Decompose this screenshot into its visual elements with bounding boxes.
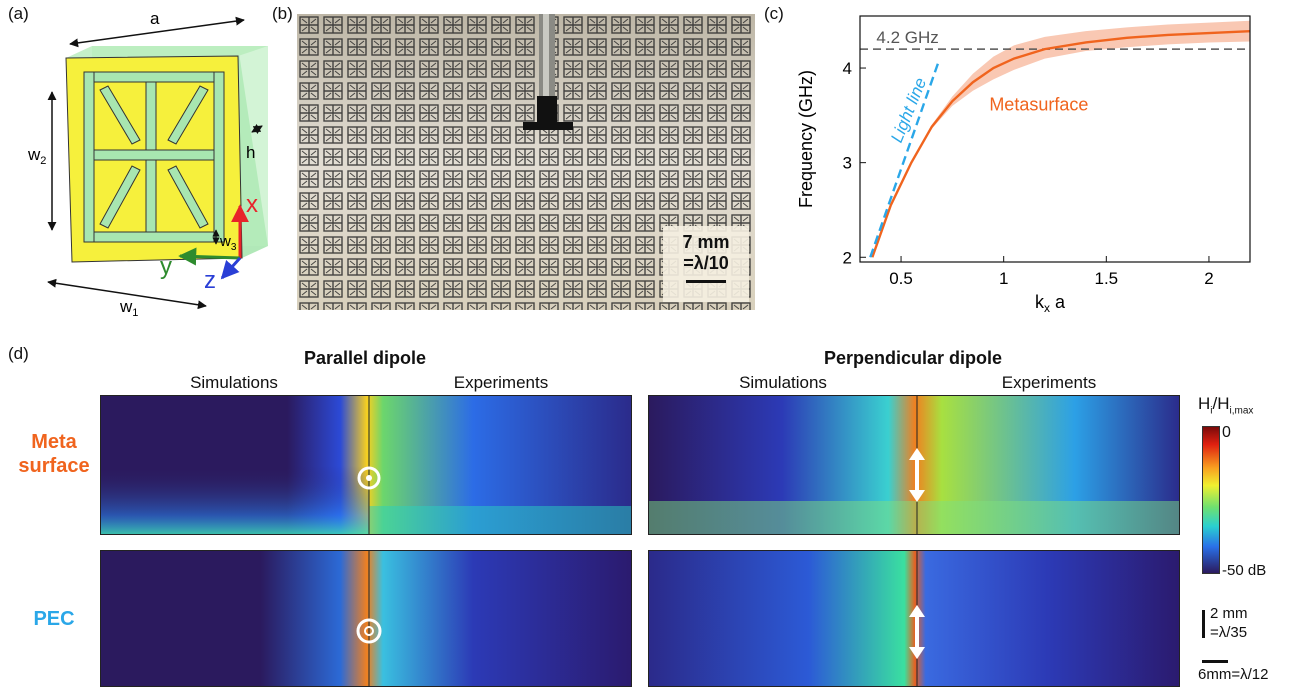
plot-frame	[859, 15, 1251, 263]
row-label-pec: PEC	[33, 608, 75, 630]
sub-sim-right: Simulations	[739, 373, 827, 392]
scale-vertical-text: 2 mm =λ/35	[1210, 605, 1248, 641]
x-tick-label: 0.5	[889, 269, 913, 288]
dispersion-chart: 0.5 1 1.5 2 2 3 4 4.2 GHz Metasurface Light li…	[796, 15, 1251, 315]
scale-bar-ratio: =λ/10	[683, 253, 729, 273]
x-tick-label: 1.5	[1094, 269, 1118, 288]
sample-photo: 7 mm =λ/10	[297, 14, 755, 310]
panel-label-b: (b)	[272, 4, 293, 23]
sub-sim-left: Simulations	[190, 373, 278, 392]
series-label-light-line: Light line	[887, 75, 930, 145]
dim-w3-label: w	[219, 233, 231, 250]
y-tick-label: 3	[843, 154, 852, 173]
dim-h-label: h	[246, 143, 255, 162]
y-axis-label: Frequency (GHz)	[796, 70, 816, 208]
axis-y-label: y	[160, 253, 172, 280]
scale-bar-value: 7 mm	[682, 232, 730, 252]
scale-horizontal-text: 6mm=λ/12	[1198, 666, 1269, 683]
axis-x-label: x	[246, 191, 258, 218]
axis-z-label: z	[204, 267, 216, 294]
dim-a-label: a	[150, 9, 160, 28]
slot-pattern	[83, 71, 225, 243]
hline-label: 4.2 GHz	[876, 28, 938, 47]
svg-text:w1: w1	[119, 297, 138, 319]
scale-bar-horizontal	[1202, 660, 1228, 663]
x-tick-label: 1	[999, 269, 1008, 288]
row-label-metasurface: Meta surface	[18, 431, 90, 477]
colorbar-top-label: 0	[1222, 424, 1231, 441]
header-perpendicular-dipole: Perpendicular dipole	[823, 348, 1003, 368]
svg-text:w3: w3	[219, 233, 237, 253]
x-tick-label: 2	[1204, 269, 1213, 288]
series-label-metasurface: Metasurface	[989, 95, 1088, 115]
fieldmap-metasurface-perpendicular	[648, 395, 1180, 535]
y-tick-label: 2	[843, 248, 852, 267]
panel-label-d: (d)	[8, 344, 29, 363]
band-area	[872, 20, 1250, 258]
series-line-light-line	[869, 62, 940, 258]
unit-cell-diagram: a w2 w1 h w3 x y z	[27, 9, 268, 319]
dim-w3-sub: 3	[231, 242, 237, 253]
colorbar	[1202, 426, 1220, 574]
dim-w2-sub: 2	[40, 155, 46, 167]
fieldmap-pec-perpendicular	[648, 550, 1180, 687]
fieldmap-metasurface-parallel	[100, 395, 632, 535]
colorbar-title: Hi/Hi,max	[1198, 394, 1254, 417]
scale-bar-line	[686, 280, 726, 283]
svg-text:w2: w2	[27, 145, 46, 167]
scale-bar-vertical	[1202, 610, 1205, 638]
panel-label-a: (a)	[8, 4, 29, 23]
header-parallel-dipole: Parallel dipole	[303, 348, 427, 368]
series-line-metasurface	[871, 29, 1251, 258]
dim-w1-sub: 1	[132, 307, 138, 319]
dim-w1-label: w	[119, 297, 133, 316]
metasurface-uncertainty-band	[872, 20, 1250, 258]
fieldmap-pec-parallel	[100, 550, 632, 687]
panel-label-c: (c)	[764, 4, 784, 23]
sub-exp-left: Experiments	[453, 373, 549, 392]
scale-bar-box: 7 mm =λ/10	[663, 226, 749, 302]
x-axis-label: kx a	[1035, 292, 1066, 315]
y-tick-label: 4	[843, 59, 852, 78]
sub-exp-right: Experiments	[1001, 373, 1097, 392]
colorbar-bottom-label: -50 dB	[1222, 562, 1267, 579]
dim-w2-label: w	[27, 145, 41, 164]
